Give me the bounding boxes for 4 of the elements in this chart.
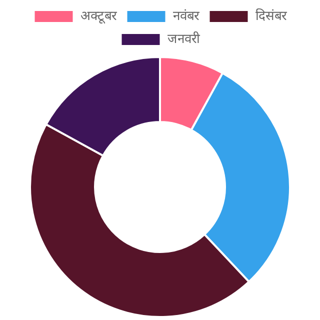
legend-label: अक्टूबर: [80, 8, 118, 24]
legend-label: दिसंबर: [255, 8, 288, 24]
legend-label: नवंबर: [172, 8, 200, 24]
legend-label: जनवरी: [167, 30, 200, 47]
